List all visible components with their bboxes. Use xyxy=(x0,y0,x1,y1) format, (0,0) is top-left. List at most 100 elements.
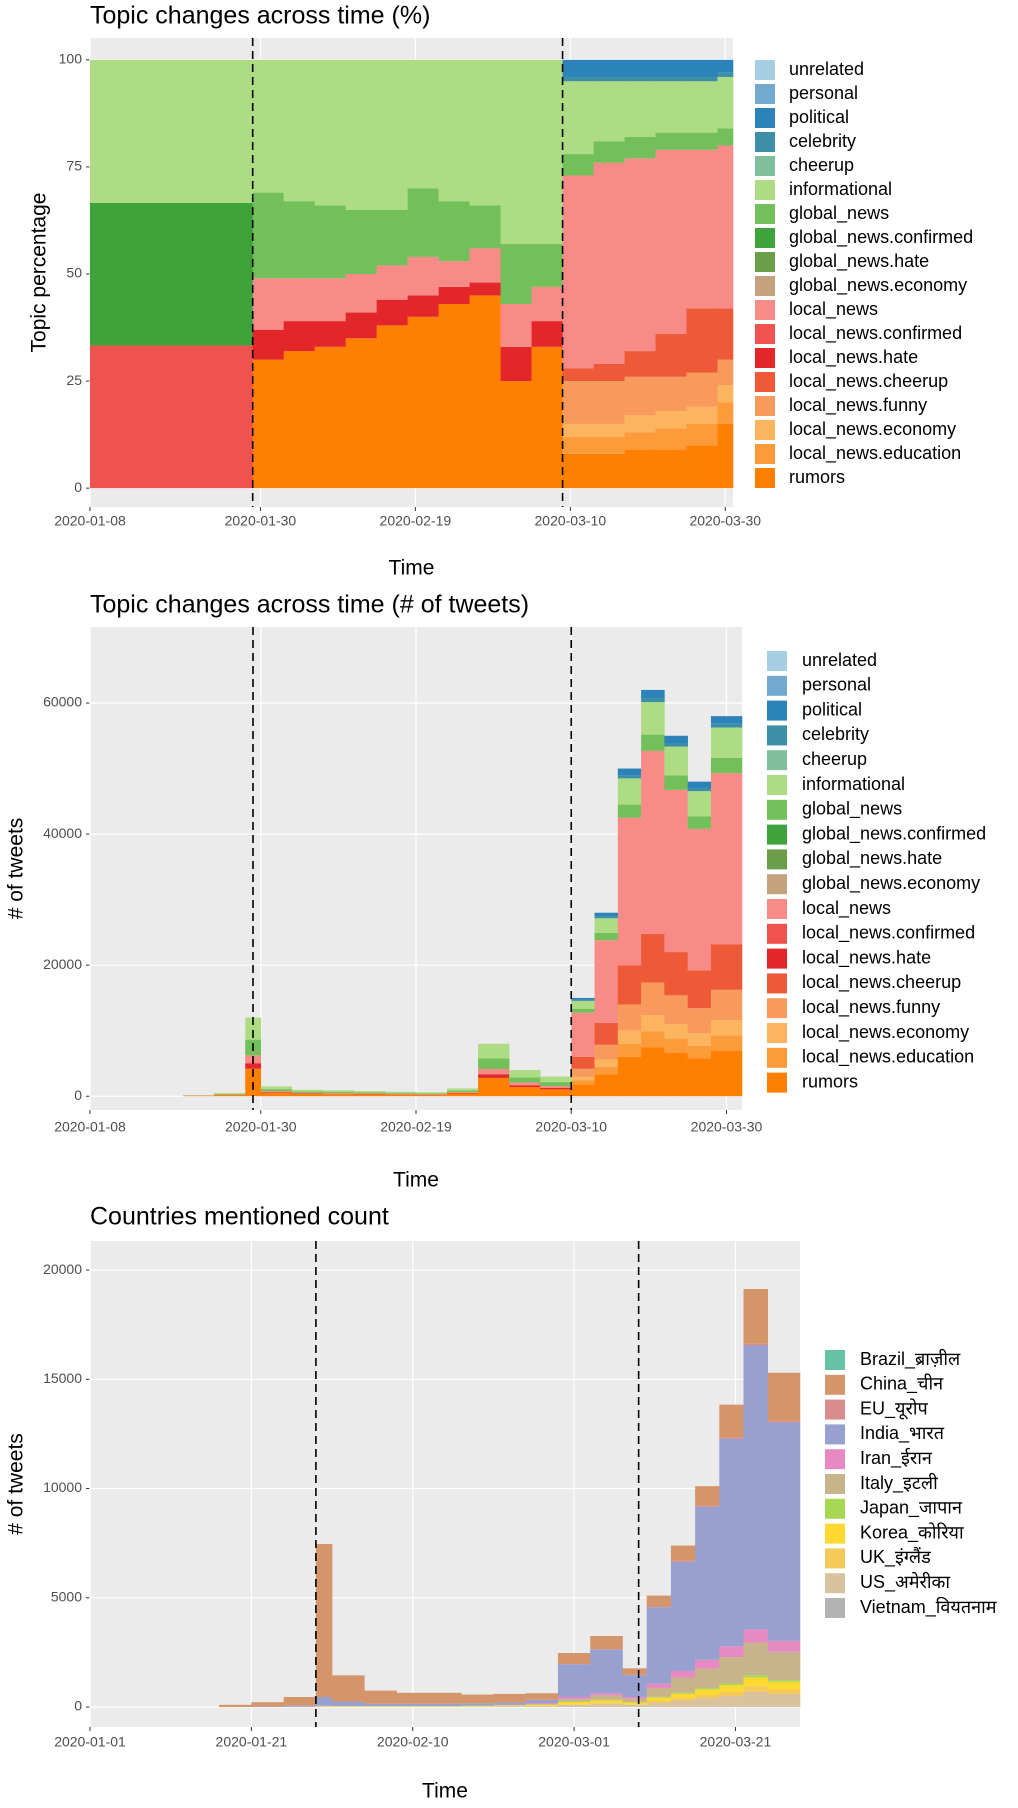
bar-segment xyxy=(562,81,594,155)
bar-segment xyxy=(590,1702,623,1704)
bar-segment xyxy=(322,1090,355,1092)
bar-segment xyxy=(500,59,532,245)
bar-segment xyxy=(562,453,594,489)
bar-segment xyxy=(710,757,743,774)
y-tick-label: 20000 xyxy=(43,1261,82,1277)
bar-segment xyxy=(717,128,734,146)
bar-segment xyxy=(438,303,470,489)
x-axis-label: Time xyxy=(389,557,435,580)
bar-segment xyxy=(447,1092,479,1094)
bar-segment xyxy=(687,816,712,829)
legend-key xyxy=(825,1399,845,1420)
bar-segment xyxy=(717,72,734,77)
legend-label: global_news xyxy=(802,799,902,820)
bar-segment xyxy=(622,1696,648,1699)
legend-label: cheerup xyxy=(802,749,867,769)
bar-segment xyxy=(364,1703,397,1706)
legend-label: local_news.confirmed xyxy=(789,323,962,344)
bar-segment xyxy=(590,1699,623,1701)
bar-segment xyxy=(438,286,470,304)
x-tick-label: 2020-03-10 xyxy=(535,1119,607,1135)
legend-key xyxy=(767,923,787,944)
bar-segment xyxy=(396,1703,430,1706)
bar-segment xyxy=(478,1068,510,1075)
bar-segment xyxy=(525,1705,559,1707)
bar-segment xyxy=(353,1090,386,1093)
bar-segment xyxy=(447,1092,479,1093)
legend-key xyxy=(767,775,787,795)
bar-segment xyxy=(664,1024,688,1039)
bar-segment xyxy=(364,1690,397,1704)
bar-segment xyxy=(641,702,665,735)
x-axis-label: Time xyxy=(393,1169,439,1192)
bar-segment xyxy=(695,1694,720,1699)
legend-key xyxy=(767,849,787,870)
bar-segment xyxy=(478,1058,510,1069)
bar-segment xyxy=(376,299,408,326)
bar-segment xyxy=(617,804,642,818)
bar-segment xyxy=(322,1093,355,1094)
legend-label: global_news.economy xyxy=(802,873,980,894)
bar-segment xyxy=(594,940,619,1023)
bar-segment xyxy=(353,1093,386,1095)
legend-label: rumors xyxy=(789,467,845,487)
bar-segment xyxy=(622,1668,648,1675)
bar-segment xyxy=(593,436,625,454)
bar-segment xyxy=(717,423,734,489)
bar-segment xyxy=(670,1545,696,1561)
bar-segment xyxy=(686,132,718,150)
bar-segment xyxy=(655,333,687,377)
bar-segment xyxy=(687,970,712,1009)
bar-segment xyxy=(593,81,625,142)
bar-segment xyxy=(376,59,408,210)
bar-segment xyxy=(687,1045,712,1059)
bar-segment xyxy=(743,1677,769,1687)
legend-label: local_news.education xyxy=(802,1047,974,1068)
x-axis-label: Time xyxy=(422,1780,468,1803)
legend-key xyxy=(755,396,775,416)
bar-segment xyxy=(376,209,408,266)
bar-segment xyxy=(622,1698,648,1702)
legend-key xyxy=(767,750,787,771)
bar-segment xyxy=(710,1020,743,1036)
x-tick-label: 2020-01-21 xyxy=(216,1734,288,1750)
bar-segment xyxy=(525,1699,559,1704)
bar-segment xyxy=(509,1087,541,1097)
bar-segment xyxy=(687,787,712,792)
bar-segment xyxy=(461,1694,494,1704)
bar-segment xyxy=(594,918,619,933)
legend-label: Japan_जापान xyxy=(860,1498,963,1519)
bar-segment xyxy=(710,723,743,728)
legend-label: local_news.education xyxy=(789,443,961,464)
bar-segment xyxy=(617,768,642,776)
bar-segment xyxy=(461,1703,494,1706)
legend-key xyxy=(767,1023,787,1043)
bar-segment xyxy=(767,1640,801,1652)
bar-segment xyxy=(655,149,687,334)
bar-segment xyxy=(664,735,688,743)
bar-segment xyxy=(557,1701,591,1702)
bar-segment xyxy=(557,1664,591,1697)
legend-key xyxy=(755,108,775,128)
bar-segment xyxy=(438,201,470,262)
bar-segment xyxy=(743,1343,769,1346)
legend-label: local_news.funny xyxy=(802,997,940,1018)
bar-segment xyxy=(670,1561,696,1671)
bar-segment xyxy=(719,1404,744,1438)
bar-segment xyxy=(593,141,625,163)
legend-key xyxy=(825,1523,845,1544)
bar-segment xyxy=(655,76,687,82)
legend-key xyxy=(825,1424,845,1445)
bar-segment xyxy=(562,368,594,382)
bar-segment xyxy=(478,1077,510,1097)
bar-segment xyxy=(291,1089,324,1092)
bar-segment xyxy=(617,1056,642,1097)
bar-segment xyxy=(407,256,439,296)
legend-key xyxy=(767,874,787,895)
legend-label: UK_इंग्लैंड xyxy=(860,1546,931,1568)
bar-segment xyxy=(719,1437,744,1439)
bar-segment xyxy=(376,325,408,489)
bar-segment xyxy=(624,415,656,433)
bar-segment xyxy=(540,1076,572,1083)
bar-segment xyxy=(641,689,665,699)
